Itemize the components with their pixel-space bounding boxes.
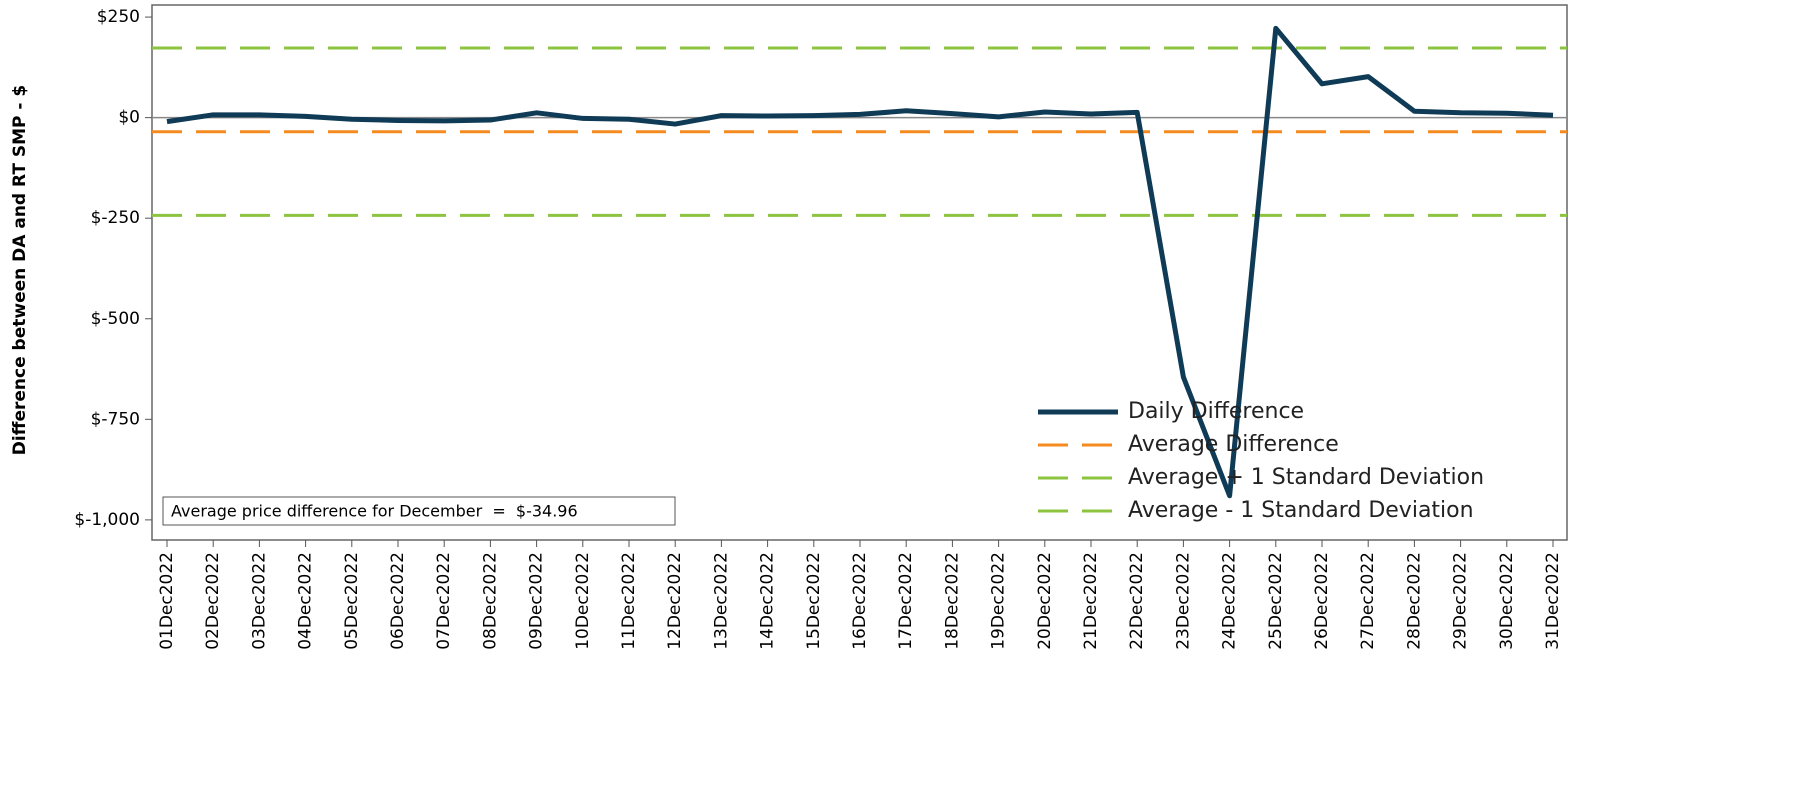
x-tick-label: 13Dec2022 xyxy=(711,552,731,650)
x-tick-label: 22Dec2022 xyxy=(1127,552,1147,650)
y-tick-label: $-750 xyxy=(91,409,140,429)
annotation-box xyxy=(162,496,676,526)
x-tick-label: 26Dec2022 xyxy=(1312,552,1332,650)
x-tick-label: 31Dec2022 xyxy=(1543,552,1563,650)
x-tick-label: 19Dec2022 xyxy=(989,552,1009,650)
legend-label: Daily Difference xyxy=(1128,399,1304,424)
x-tick-label: 14Dec2022 xyxy=(758,552,778,650)
x-tick-label: 15Dec2022 xyxy=(804,552,824,650)
x-tick-label: 02Dec2022 xyxy=(203,552,223,650)
x-tick-label: 25Dec2022 xyxy=(1266,552,1286,650)
x-tick-label: 03Dec2022 xyxy=(249,552,269,650)
x-tick-label: 04Dec2022 xyxy=(296,552,316,650)
x-tick-label: 07Dec2022 xyxy=(434,552,454,650)
legend-label: Average - 1 Standard Deviation xyxy=(1128,498,1474,523)
x-tick-label: 30Dec2022 xyxy=(1497,552,1517,650)
data-line xyxy=(166,25,1554,499)
x-tick-label: 09Dec2022 xyxy=(527,552,547,650)
y-tick-label: $250 xyxy=(97,7,140,27)
x-tick-label: 06Dec2022 xyxy=(388,552,408,650)
legend-label: Average Difference xyxy=(1128,432,1339,457)
x-tick-label: 18Dec2022 xyxy=(942,552,962,650)
x-tick-label: 20Dec2022 xyxy=(1035,552,1055,650)
plot-frame xyxy=(151,4,1568,541)
x-tick-label: 05Dec2022 xyxy=(342,552,362,650)
x-tick-label: 21Dec2022 xyxy=(1081,552,1101,650)
x-tick-label: 29Dec2022 xyxy=(1451,552,1471,650)
y-tick-label: $-500 xyxy=(91,309,140,329)
y-tick-label: $0 xyxy=(118,108,140,128)
x-tick-label: 28Dec2022 xyxy=(1404,552,1424,650)
x-tick-label: 10Dec2022 xyxy=(573,552,593,650)
y-tick-label: $-1,000 xyxy=(74,510,140,530)
annotation: Average price difference for December = … xyxy=(171,502,578,521)
x-tick-label: 11Dec2022 xyxy=(619,552,639,650)
x-tick-label: 01Dec2022 xyxy=(157,552,177,650)
x-tick-label: 24Dec2022 xyxy=(1220,552,1240,650)
x-tick-label: 17Dec2022 xyxy=(896,552,916,650)
x-tick-label: 27Dec2022 xyxy=(1358,552,1378,650)
x-tick-label: 23Dec2022 xyxy=(1173,552,1193,650)
y-tick-label: $-250 xyxy=(91,208,140,228)
legend-label: Average + 1 Standard Deviation xyxy=(1128,465,1484,490)
x-tick-label: 16Dec2022 xyxy=(850,552,870,650)
y-axis-label: Difference between DA and RT SMP - $ xyxy=(10,85,30,455)
x-tick-label: 12Dec2022 xyxy=(665,552,685,650)
x-tick-label: 08Dec2022 xyxy=(480,552,500,650)
